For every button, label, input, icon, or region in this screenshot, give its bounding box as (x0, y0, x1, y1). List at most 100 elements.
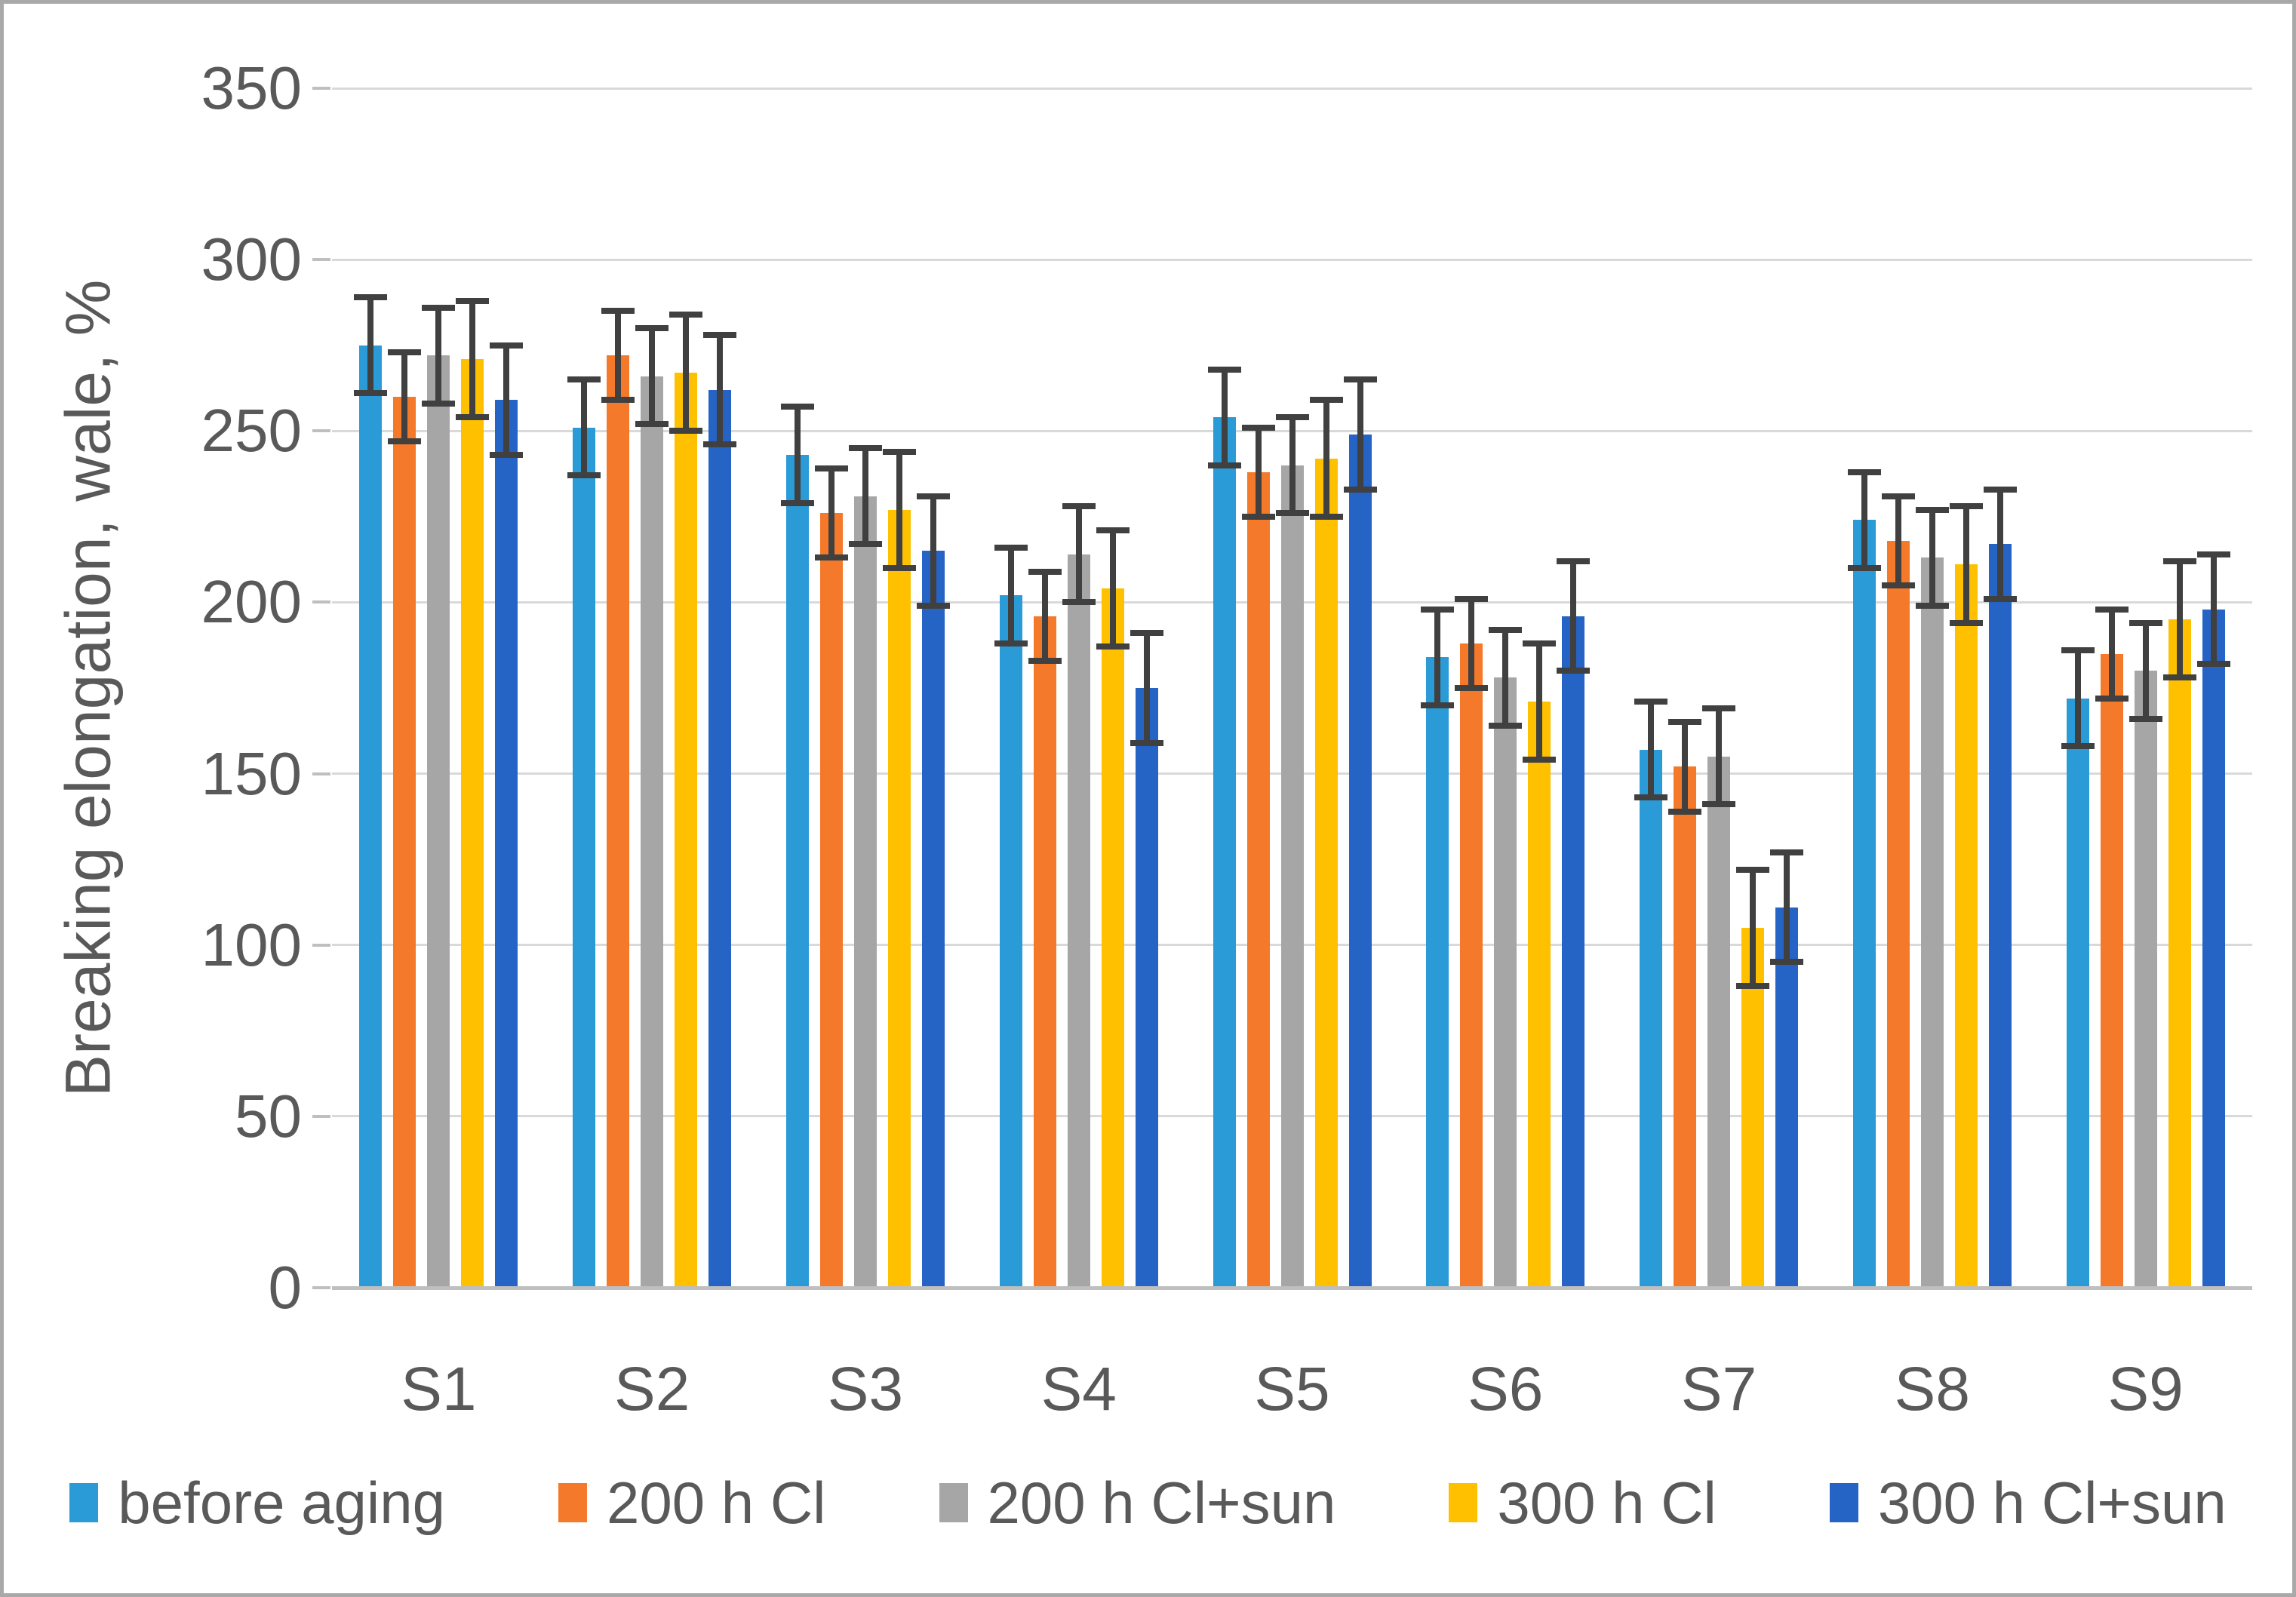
x-tick-label-S5: S5 (1254, 1355, 1330, 1423)
error-cap-bottom-S8-200-h-Cl (1881, 582, 1915, 588)
y-tick-label-100: 100 (201, 911, 302, 978)
bar-S7-200-h-Cl (1674, 766, 1697, 1288)
x-axis-line (332, 1286, 2252, 1290)
error-cap-top-S2-200-h-Cl (601, 308, 635, 315)
error-cap-top-S8-200-h-Cl (1881, 493, 1915, 499)
legend-swatch-icon (939, 1483, 968, 1522)
legend-label: 300 h Cl (1497, 1470, 1717, 1536)
error-cap-top-S2-300-h-Cl (669, 311, 703, 318)
legend-item-300-h-Cl: 300 h Cl (1449, 1473, 1717, 1532)
error-line-S7-before-aging (1648, 702, 1655, 798)
error-cap-bottom-S1-200-h-Cl (388, 438, 422, 444)
legend-label: before aging (118, 1470, 445, 1536)
error-cap-bottom-S3-before-aging (780, 499, 814, 506)
bar-S5-300-h-Cl (1314, 458, 1338, 1288)
error-cap-bottom-S3-200-h-Cl (814, 554, 848, 561)
error-cap-top-S6-200-h-Cl (1455, 595, 1489, 602)
error-line-S8-200-h-Cl (1895, 496, 1901, 585)
error-cap-bottom-S7-300-h-Cl+sun (1770, 959, 1804, 966)
error-line-S1-300-h-Cl (469, 300, 476, 418)
x-tick-label-S6: S6 (1468, 1355, 1544, 1423)
error-cap-top-S7-200-h-Cl+sun (1702, 705, 1736, 712)
legend: before aging 200 h Cl 200 h Cl+sun 300 h Cl… (4, 1473, 2292, 1532)
y-tick-200 (312, 600, 330, 604)
error-line-S4-200-h-Cl+sun (1075, 506, 1082, 603)
bar-S3-300-h-Cl (887, 509, 911, 1288)
error-line-S9-300-h-Cl+sun (2210, 554, 2217, 665)
error-cap-top-S3-200-h-Cl+sun (848, 445, 882, 451)
error-cap-bottom-S7-300-h-Cl (1736, 983, 1770, 990)
bar-S5-300-h-Cl+sun (1348, 434, 1372, 1288)
bar-S3-before-aging (785, 455, 809, 1288)
error-cap-bottom-S8-200-h-Cl+sun (1915, 602, 1949, 609)
bar-S7-before-aging (1640, 749, 1663, 1288)
bar-S1-before-aging (359, 345, 383, 1288)
error-cap-bottom-S2-300-h-Cl (669, 428, 703, 435)
legend-label: 300 h Cl+sun (1877, 1470, 2227, 1536)
error-cap-bottom-S3-200-h-Cl+sun (848, 541, 882, 548)
bar-S2-300-h-Cl+sun (708, 389, 732, 1288)
error-cap-top-S7-300-h-Cl+sun (1770, 849, 1804, 856)
error-line-S5-200-h-Cl (1255, 427, 1262, 517)
error-cap-bottom-S9-200-h-Cl+sun (2128, 715, 2162, 722)
error-cap-top-S2-before-aging (567, 376, 601, 383)
bar-S1-300-h-Cl+sun (495, 400, 518, 1288)
error-line-S7-300-h-Cl+sun (1784, 852, 1790, 963)
bar-S3-300-h-Cl+sun (921, 551, 945, 1288)
error-line-S9-200-h-Cl (2108, 609, 2115, 699)
error-cap-bottom-S4-200-h-Cl (1028, 657, 1062, 664)
bar-S5-before-aging (1213, 417, 1236, 1288)
error-cap-top-S9-200-h-Cl+sun (2128, 619, 2162, 626)
error-line-S3-before-aging (794, 407, 801, 503)
y-tick-50 (312, 1114, 330, 1118)
legend-swatch-icon (558, 1483, 587, 1522)
error-cap-bottom-S4-200-h-Cl+sun (1062, 599, 1096, 606)
error-line-S6-before-aging (1434, 609, 1441, 705)
y-tick-350 (312, 87, 330, 90)
error-line-S4-300-h-Cl+sun (1143, 633, 1150, 743)
bar-S6-300-h-Cl (1528, 702, 1551, 1288)
x-tick-label-S1: S1 (401, 1355, 477, 1423)
legend-item-before-aging: before aging (69, 1473, 445, 1532)
error-line-S5-before-aging (1221, 369, 1228, 465)
error-cap-top-S3-300-h-Cl+sun (916, 493, 950, 499)
error-cap-bottom-S1-200-h-Cl+sun (422, 400, 456, 407)
error-line-S9-before-aging (2074, 650, 2081, 747)
legend-label: 200 h Cl (606, 1470, 826, 1536)
legend-label: 200 h Cl+sun (987, 1470, 1336, 1536)
error-cap-bottom-S6-200-h-Cl+sun (1489, 722, 1523, 729)
y-tick-label-200: 200 (201, 568, 302, 636)
x-tick-label-S9: S9 (2107, 1355, 2184, 1423)
error-line-S2-300-h-Cl+sun (717, 335, 724, 445)
error-line-S1-before-aging (367, 297, 374, 394)
error-line-S2-200-h-Cl+sun (649, 328, 656, 425)
error-cap-bottom-S6-300-h-Cl+sun (1557, 668, 1591, 674)
error-cap-bottom-S9-200-h-Cl (2095, 695, 2128, 702)
error-line-S2-before-aging (581, 379, 588, 476)
error-line-S8-200-h-Cl+sun (1929, 509, 1935, 606)
error-cap-top-S7-300-h-Cl (1736, 866, 1770, 873)
error-line-S7-200-h-Cl+sun (1716, 708, 1723, 805)
error-cap-bottom-S7-200-h-Cl (1668, 808, 1702, 815)
error-cap-top-S5-200-h-Cl (1241, 424, 1275, 431)
error-line-S3-300-h-Cl (896, 451, 902, 568)
y-tick-100 (312, 943, 330, 947)
error-cap-bottom-S5-300-h-Cl+sun (1343, 486, 1377, 493)
error-cap-top-S8-300-h-Cl+sun (1983, 486, 2017, 493)
gridline-300 (332, 258, 2252, 261)
error-line-S2-300-h-Cl (683, 314, 690, 431)
bar-S6-before-aging (1426, 657, 1449, 1288)
y-tick-label-300: 300 (201, 226, 302, 293)
error-line-S3-200-h-Cl+sun (862, 448, 868, 545)
legend-item-300-h-Cl+sun: 300 h Cl+sun (1829, 1470, 2227, 1536)
error-cap-top-S5-200-h-Cl+sun (1275, 414, 1309, 421)
error-cap-top-S1-200-h-Cl (388, 349, 422, 355)
error-cap-top-S6-before-aging (1421, 606, 1455, 613)
error-cap-bottom-S6-200-h-Cl (1455, 685, 1489, 691)
error-cap-bottom-S8-300-h-Cl+sun (1983, 595, 2017, 602)
legend-swatch-icon (1449, 1483, 1478, 1522)
bar-S9-200-h-Cl (2100, 653, 2123, 1288)
error-cap-bottom-S5-300-h-Cl (1309, 513, 1343, 520)
bar-S4-200-h-Cl (1033, 616, 1056, 1288)
